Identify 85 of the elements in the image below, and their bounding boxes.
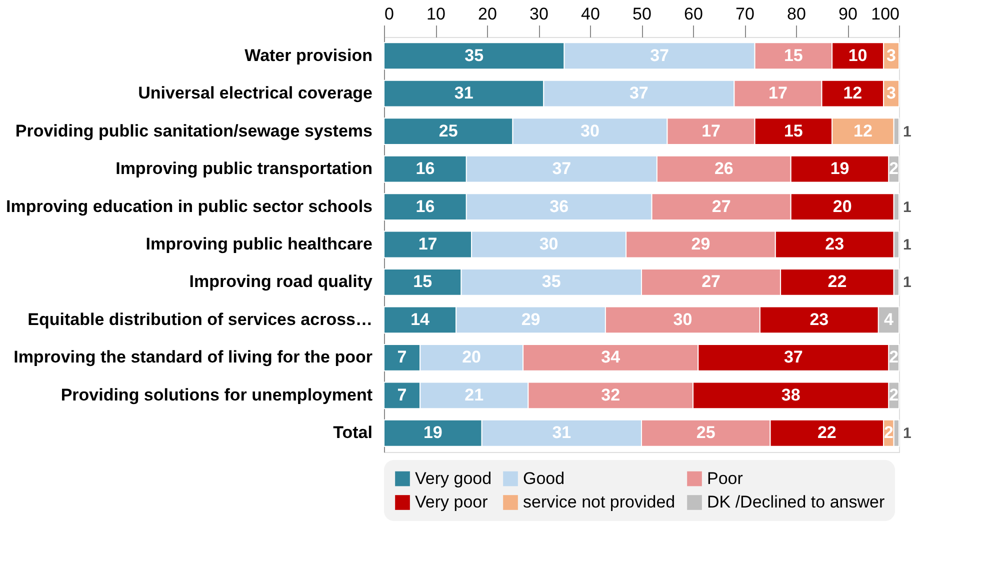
data-label: 29 — [691, 234, 710, 254]
data-label: 1 — [903, 198, 912, 216]
y-tick-label: Improving education in public sector schools — [6, 196, 372, 216]
data-label: 3 — [886, 46, 896, 65]
data-label: 1 — [903, 123, 912, 140]
data-label: 35 — [542, 272, 561, 292]
x-tick-label: 20 — [478, 4, 497, 24]
data-label: 27 — [702, 272, 720, 292]
data-label: 27 — [712, 196, 731, 216]
data-label: 7 — [397, 348, 407, 367]
x-tick-label: 60 — [684, 4, 703, 24]
data-label: 35 — [464, 46, 484, 65]
data-label: 15 — [413, 272, 432, 292]
x-tick-label: 80 — [787, 4, 806, 24]
data-label: 20 — [462, 348, 482, 367]
legend-label: Very poor — [415, 492, 488, 512]
data-label: 32 — [601, 385, 620, 404]
data-label: 4 — [884, 310, 894, 329]
data-label: 17 — [418, 234, 438, 254]
data-label: 37 — [552, 159, 572, 178]
y-tick-label: Providing public sanitation/sewage systems — [15, 121, 372, 140]
x-tick-label: 40 — [581, 4, 600, 24]
data-label: 20 — [832, 196, 852, 216]
data-label: 16 — [416, 196, 435, 216]
data-label: 15 — [784, 46, 803, 65]
data-label: 37 — [784, 348, 803, 367]
data-label: 2 — [884, 423, 894, 442]
data-label: 3 — [886, 84, 896, 103]
y-tick-label: Improving public transportation — [116, 159, 372, 178]
y-tick-label: Improving the standard of living for the poor — [14, 348, 373, 367]
data-label: 1 — [903, 274, 912, 292]
data-label: 15 — [784, 121, 803, 140]
data-label: 10 — [848, 46, 868, 65]
data-label: 21 — [464, 385, 484, 404]
x-tick-label: 10 — [426, 4, 446, 24]
data-label: 12 — [843, 84, 862, 103]
x-tick-label: 100 — [871, 4, 900, 24]
data-label: 22 — [828, 272, 847, 292]
y-tick-label: Providing solutions for unemployment — [60, 385, 373, 404]
x-tick-label: 0 — [384, 4, 394, 24]
data-label: 29 — [521, 310, 540, 329]
data-label: 17 — [702, 121, 720, 140]
y-tick-label: Total — [333, 423, 372, 442]
data-label: 12 — [853, 121, 872, 140]
data-label: 1 — [903, 425, 912, 442]
data-label: 26 — [714, 159, 734, 178]
data-label: 7 — [397, 385, 407, 404]
legend-label: service not provided — [523, 492, 676, 512]
data-label: 36 — [550, 196, 569, 216]
x-tick-label: 50 — [632, 4, 652, 24]
data-label: 25 — [696, 423, 716, 442]
data-label: 16 — [416, 159, 435, 178]
data-label: 19 — [830, 159, 850, 178]
data-label: 2 — [889, 159, 899, 178]
data-label: 19 — [423, 423, 442, 442]
data-label: 38 — [781, 385, 800, 404]
x-tick-label: 70 — [736, 4, 754, 24]
y-tick-label: Equitable distribution of services across… — [28, 310, 372, 329]
data-label: 23 — [825, 234, 844, 254]
data-label: 22 — [817, 423, 836, 442]
data-label: 30 — [580, 121, 600, 140]
data-label: 14 — [410, 310, 430, 329]
x-tick-label: 90 — [838, 4, 858, 24]
y-tick-label: Improving road quality — [189, 272, 374, 292]
data-label: 1 — [903, 236, 912, 254]
legend-label: Very good — [415, 468, 492, 488]
data-label: 2 — [889, 385, 899, 404]
data-label: 23 — [810, 310, 829, 329]
data-label: 2 — [889, 348, 899, 367]
y-tick-label: Universal electrical coverage — [138, 84, 372, 103]
y-tick-label: Improving public healthcare — [146, 234, 372, 254]
data-label: 31 — [454, 84, 474, 103]
data-label: 30 — [539, 234, 558, 254]
data-label: 31 — [552, 423, 572, 442]
legend-label: Good — [523, 468, 565, 488]
legend-label: Poor — [707, 468, 744, 488]
data-label: 30 — [673, 310, 692, 329]
data-label: 25 — [438, 121, 458, 140]
legend-label: DK /Declined to answer — [707, 492, 885, 512]
data-label: 37 — [629, 84, 648, 103]
data-label: 37 — [650, 46, 669, 65]
data-label: 34 — [601, 348, 621, 367]
data-label: 17 — [768, 84, 788, 103]
y-tick-label: Water provision — [244, 46, 372, 65]
x-tick-label: 30 — [530, 4, 548, 24]
